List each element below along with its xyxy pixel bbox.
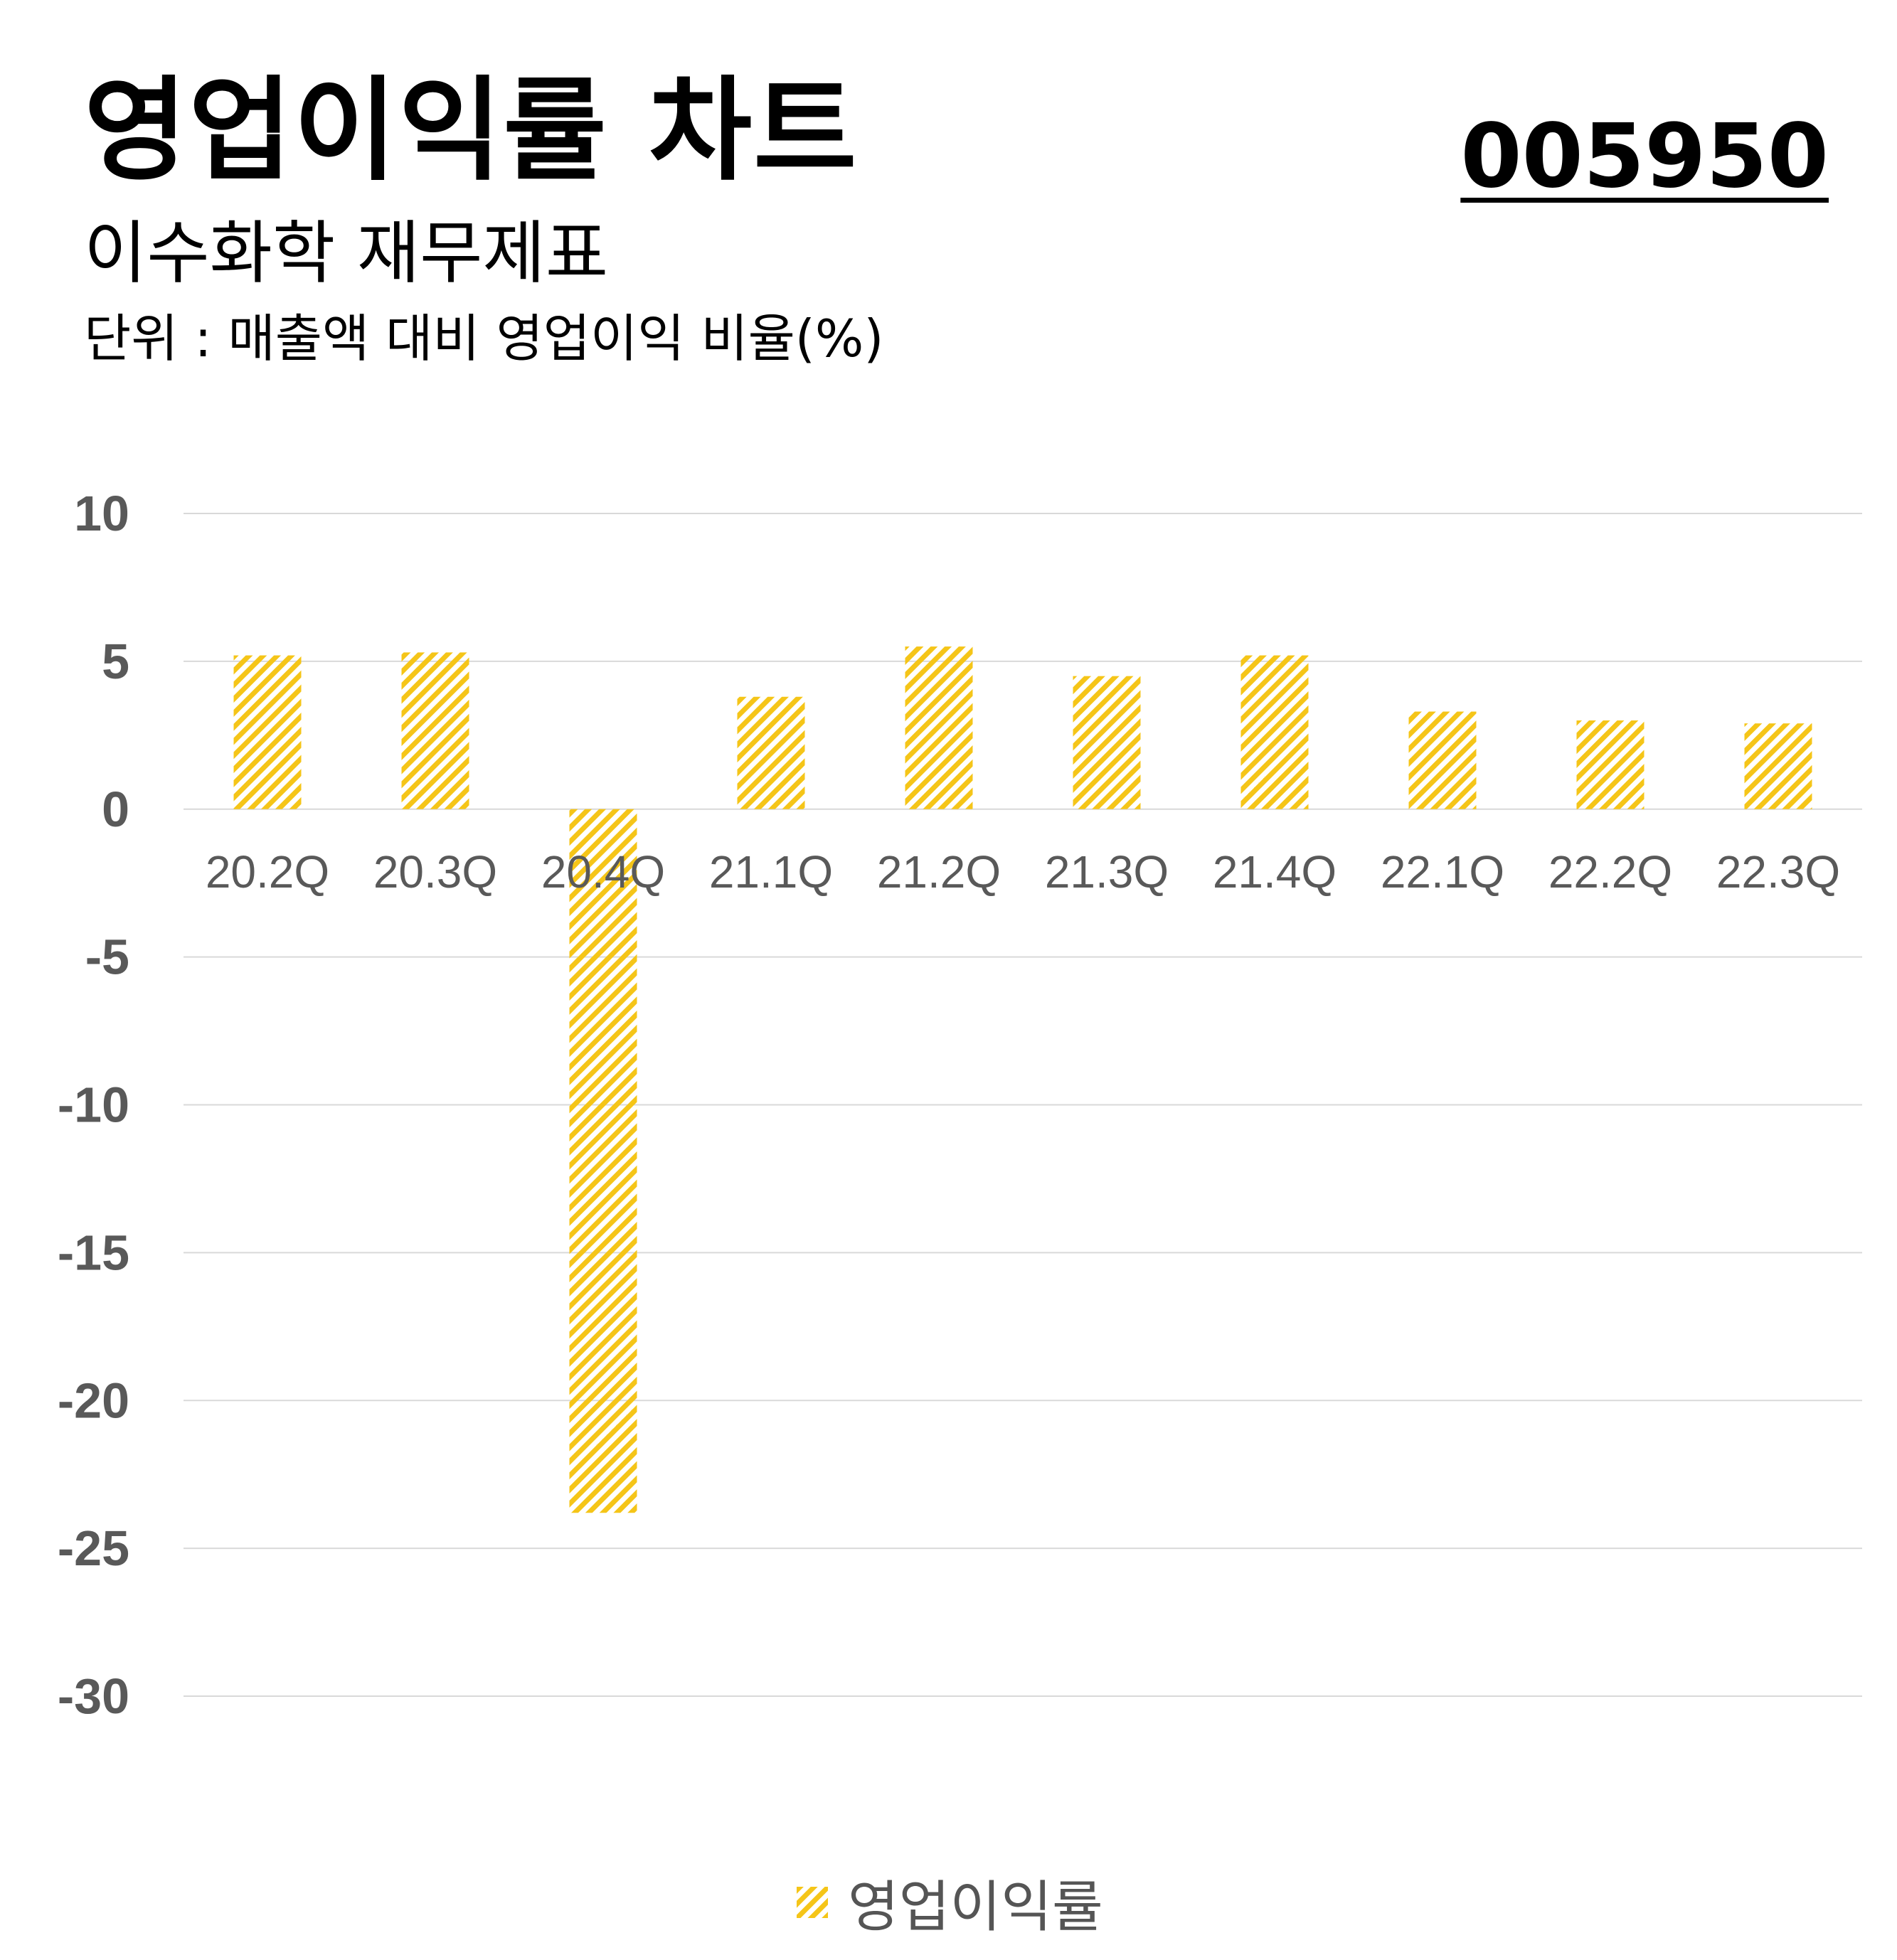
- unit-label: 단위 : 매출액 대비 영업이익 비율(%): [84, 309, 884, 368]
- y-tick-label: -30: [58, 1668, 129, 1724]
- y-tick-label: 10: [74, 486, 129, 541]
- bar-21.3Q: [1073, 676, 1141, 809]
- x-tick-label: 20.4Q: [541, 846, 665, 898]
- bar-22.3Q: [1744, 723, 1812, 809]
- chart-title: 영업이익률 차트: [84, 65, 859, 196]
- x-tick-label: 21.2Q: [877, 846, 1001, 898]
- chart-subtitle: 이수화학 재무제표: [84, 213, 609, 293]
- x-tick-label: 21.4Q: [1213, 846, 1337, 898]
- y-tick-label: -10: [58, 1077, 129, 1133]
- y-tick-label: -15: [58, 1225, 129, 1280]
- y-tick-label: -20: [58, 1373, 129, 1428]
- x-tick-label: 21.1Q: [709, 846, 833, 898]
- x-tick-label: 22.3Q: [1716, 846, 1840, 898]
- bar-22.1Q: [1408, 711, 1477, 809]
- bar-20.3Q: [401, 652, 469, 809]
- x-tick-label: 20.2Q: [206, 846, 329, 898]
- bar-21.1Q: [737, 696, 805, 809]
- x-tick-label: 20.3Q: [373, 846, 497, 898]
- bar-21.4Q: [1240, 655, 1309, 809]
- y-tick-label: -25: [58, 1520, 129, 1576]
- bars: [233, 646, 1812, 1513]
- x-tick-label: 22.2Q: [1548, 846, 1672, 898]
- y-tick-label: 5: [102, 634, 129, 689]
- y-axis-ticks: 10 5 0 -5 -10 -15 -20 -25 -30: [58, 486, 129, 1724]
- x-axis-ticks: 20.2Q 20.3Q 20.4Q 21.1Q 21.2Q 21.3Q 21.4Q 22.1Q…: [206, 846, 1840, 898]
- y-tick-label: 0: [102, 782, 129, 837]
- legend-swatch: [797, 1887, 828, 1918]
- bar-20.2Q: [233, 655, 302, 809]
- bar-22.2Q: [1576, 720, 1644, 809]
- x-tick-label: 21.3Q: [1045, 846, 1169, 898]
- stock-code: 005950: [1460, 105, 1829, 208]
- legend-label: 영업이익률: [848, 1875, 1103, 1939]
- bar-21.2Q: [905, 646, 973, 809]
- x-tick-label: 22.1Q: [1381, 846, 1504, 898]
- y-tick-label: -5: [85, 930, 129, 985]
- legend: 영업이익률: [797, 1867, 1103, 1939]
- bar-20.4Q: [569, 809, 637, 1513]
